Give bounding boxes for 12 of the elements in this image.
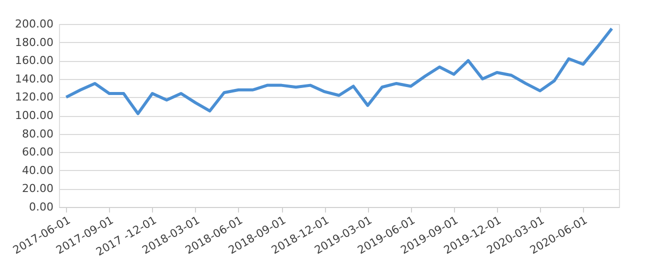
y-tick-label: 140.00 [15,72,54,86]
y-tick-label: 0.00 [29,200,54,214]
y-tick-label: 180.00 [15,36,54,49]
y-tick-label: 100.00 [15,109,54,122]
line-series [64,27,614,116]
y-tick-label: 200.00 [15,18,54,30]
y-tick-label: 60.00 [22,146,54,159]
y-tick-label: 120.00 [15,90,54,104]
y-tick-label: 40.00 [22,164,54,177]
y-tick-label: 160.00 [15,54,54,68]
y-tick-label: 20.00 [22,182,54,196]
y-tick-label: 80.00 [22,127,54,140]
